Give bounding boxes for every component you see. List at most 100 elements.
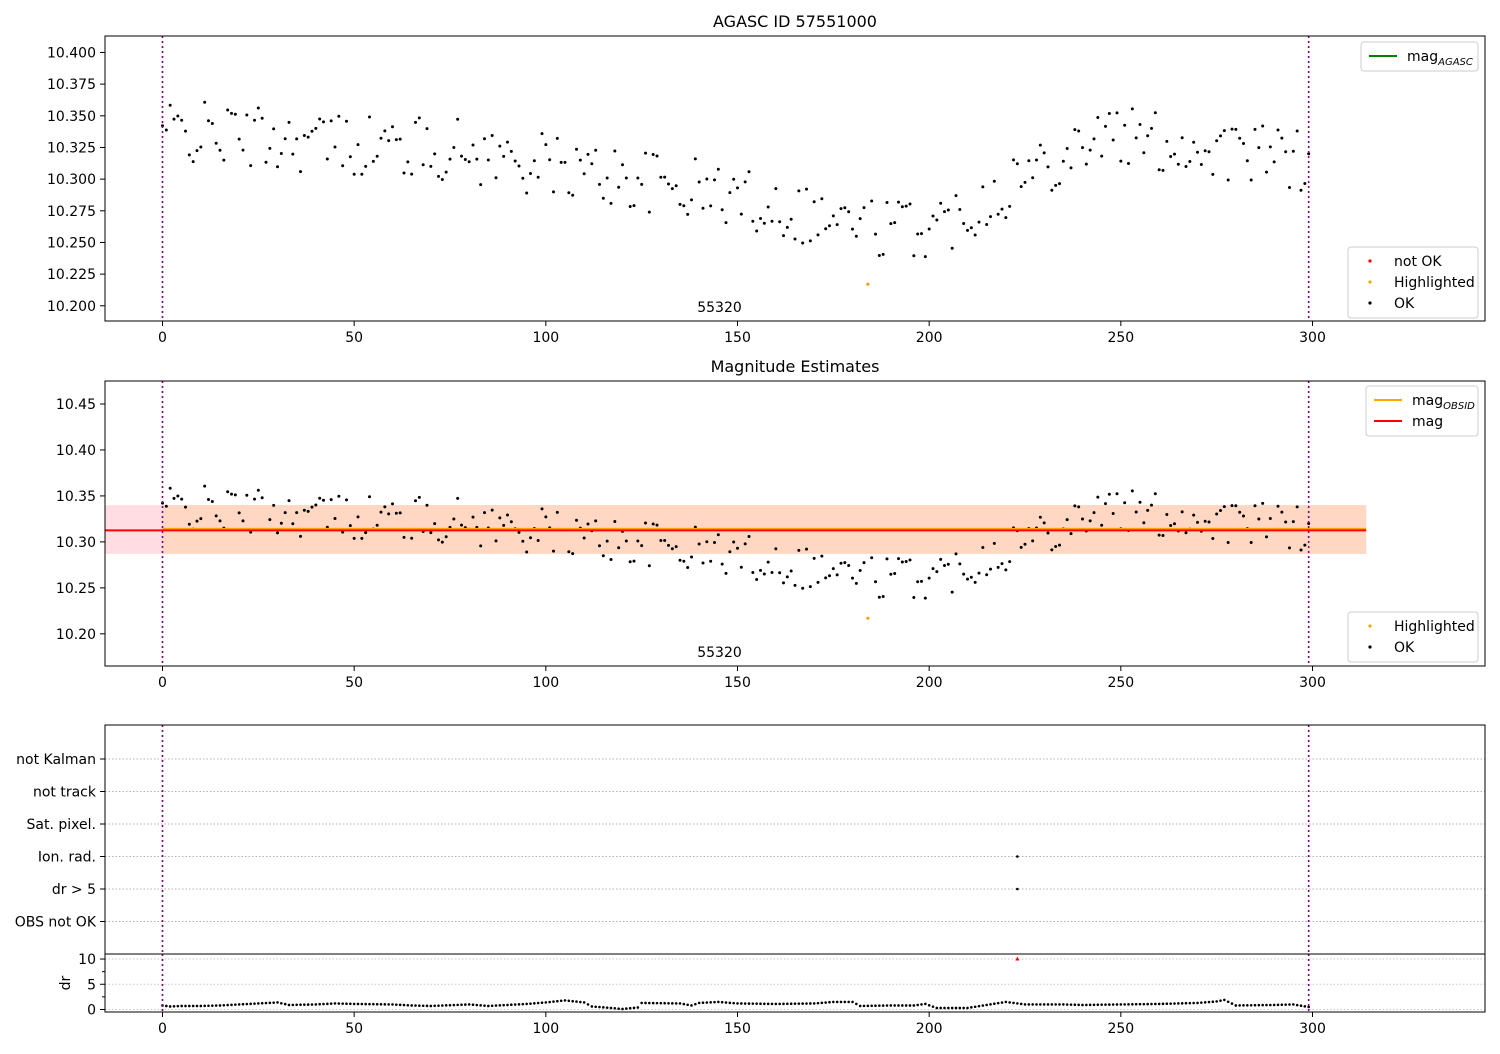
ok-point <box>498 144 502 148</box>
ok-point <box>1123 123 1127 127</box>
ok-point <box>1031 539 1035 543</box>
ok-point <box>920 232 923 236</box>
dr-point <box>184 1004 187 1008</box>
ok-point <box>1299 188 1303 192</box>
dr-point <box>379 1002 383 1006</box>
ok-point <box>594 148 598 152</box>
ok-point <box>820 554 824 558</box>
ok-point <box>912 596 916 600</box>
ok-point <box>279 521 283 525</box>
ok-point <box>1299 548 1303 552</box>
dr-point <box>467 1003 471 1006</box>
ok-point <box>950 246 954 250</box>
ok-point <box>379 136 383 140</box>
legend-label: OK <box>1394 296 1415 312</box>
ok-point <box>1276 128 1280 132</box>
ok-point <box>210 499 214 503</box>
dr-point <box>1177 1002 1180 1005</box>
dr-point <box>1134 1002 1138 1006</box>
ok-point <box>356 515 360 519</box>
ok-point <box>226 108 230 112</box>
flag-row-label: not Kalman <box>16 752 96 768</box>
dr-point <box>1138 1002 1142 1006</box>
ok-point <box>1031 176 1035 180</box>
ok-point <box>287 499 291 503</box>
y-tick-label: 10.325 <box>47 140 96 156</box>
ok-point <box>1092 511 1096 515</box>
dr-point <box>743 1002 747 1005</box>
ok-point <box>858 217 862 221</box>
ok-point <box>322 120 325 124</box>
ok-point <box>655 154 659 158</box>
ok-point <box>697 180 701 184</box>
dr-point <box>713 1000 716 1004</box>
ok-point <box>851 576 854 580</box>
ok-point <box>1107 111 1111 115</box>
ok-point <box>1153 492 1157 496</box>
ok-point <box>195 149 199 153</box>
ok-point <box>874 580 877 584</box>
ok-point <box>1184 165 1188 169</box>
ok-point <box>728 550 732 554</box>
dr-point <box>973 1005 977 1009</box>
ok-point <box>1035 158 1038 162</box>
dr-point <box>847 1000 850 1004</box>
dr-point <box>989 1003 992 1006</box>
ok-point <box>1180 510 1184 514</box>
dr-point <box>1284 1003 1287 1006</box>
ok-point <box>966 577 969 581</box>
ok-point <box>164 128 168 132</box>
ok-point <box>728 191 732 195</box>
ok-point <box>1226 178 1230 182</box>
ok-point <box>1276 504 1280 508</box>
ok-point <box>586 152 590 156</box>
dr-point <box>1246 1003 1249 1007</box>
ok-point <box>199 145 203 149</box>
panel-agasc: AGASC ID 57551000 55320 10.200 10.225 10.2… <box>47 12 1486 346</box>
ok-point <box>847 564 851 568</box>
ok-point <box>521 176 525 180</box>
legend-box <box>1360 41 1479 72</box>
ok-point <box>812 556 816 560</box>
dr-point <box>502 1003 505 1007</box>
ok-point <box>954 552 958 556</box>
ok-point <box>536 539 540 543</box>
ok-point <box>276 165 279 169</box>
dr-point <box>1219 999 1222 1002</box>
ok-point <box>552 190 555 194</box>
dr-point <box>425 1004 429 1008</box>
ok-point <box>908 202 912 206</box>
ok-point <box>1130 107 1134 111</box>
dr-point <box>939 1006 942 1010</box>
flag-row-label: not track <box>33 785 97 801</box>
dr-point <box>855 1002 858 1006</box>
ok-point <box>379 510 383 514</box>
dr-point <box>452 1003 456 1007</box>
ok-point <box>1023 180 1027 184</box>
ok-point <box>352 536 356 540</box>
ok-point <box>1307 152 1311 156</box>
dr-point <box>651 1001 655 1005</box>
dr-point <box>843 1000 847 1004</box>
ok-point <box>456 496 460 500</box>
dr-point <box>1016 1002 1019 1005</box>
ok-point <box>1027 159 1031 163</box>
ok-point <box>1004 568 1008 572</box>
dr-point <box>421 1004 425 1008</box>
ok-point <box>854 234 858 238</box>
ok-point <box>329 498 333 502</box>
ok-point <box>770 570 774 574</box>
dr-point <box>686 1003 689 1007</box>
ok-point <box>1173 522 1176 526</box>
ok-point <box>1096 495 1100 499</box>
ok-point <box>490 133 494 137</box>
ok-point <box>613 519 617 523</box>
ok-point <box>605 539 609 543</box>
ok-point <box>1196 520 1199 524</box>
ok-point <box>1257 146 1261 150</box>
ok-point <box>640 544 644 548</box>
dr-point <box>1257 1003 1261 1007</box>
ok-point <box>475 157 479 161</box>
y-tick-label: 10.375 <box>47 77 96 93</box>
ok-point <box>1242 514 1245 518</box>
